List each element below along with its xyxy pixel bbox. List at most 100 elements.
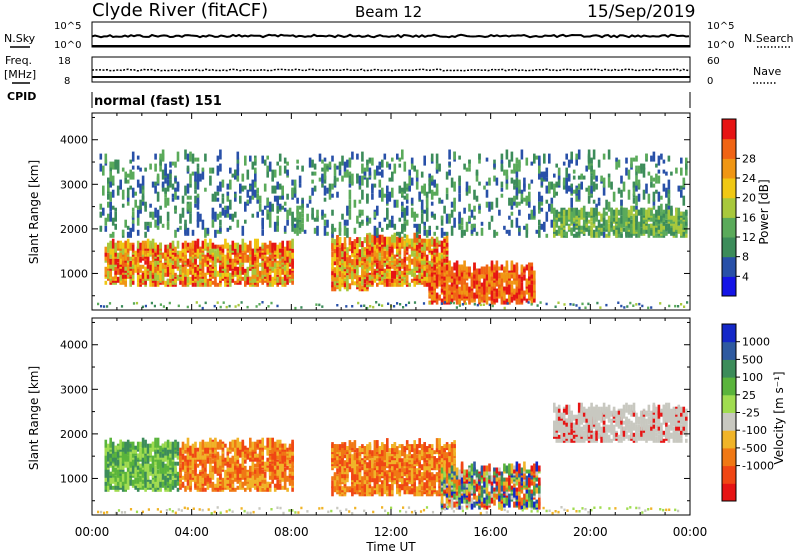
heatmap-cell — [523, 225, 526, 230]
heatmap-cell — [107, 451, 110, 456]
heatmap-cell — [536, 304, 539, 307]
heatmap-cell — [607, 231, 611, 236]
heatmap-cell — [206, 278, 210, 287]
heatmap-cell — [378, 171, 382, 176]
heatmap-cell — [513, 179, 516, 186]
heatmap-cell — [570, 191, 573, 196]
heatmap-cell — [156, 225, 160, 230]
heatmap-cell — [665, 231, 668, 236]
heatmap-cell — [209, 449, 212, 454]
heatmap-cell — [283, 225, 287, 232]
heatmap-cell — [184, 473, 187, 480]
heatmap-cell — [455, 272, 459, 281]
heatmap-cell — [244, 201, 247, 212]
heatmap-cell — [348, 183, 352, 188]
heatmap-cell — [538, 169, 541, 180]
heatmap-cell — [346, 169, 349, 178]
heatmap-cell — [176, 227, 180, 232]
heatmap-cell — [236, 157, 240, 164]
heatmap-cell — [528, 262, 531, 271]
heatmap-cell — [266, 459, 269, 466]
heatmap-cell — [126, 195, 130, 202]
heatmap-cell — [126, 179, 130, 184]
heatmap-cell — [479, 303, 482, 307]
heatmap-cell — [341, 257, 344, 264]
heatmap-cell — [368, 444, 372, 449]
heatmap-cell — [495, 197, 499, 208]
heatmap-cell — [196, 280, 200, 287]
heatmap-cell — [184, 485, 187, 492]
heatmap-cell — [273, 195, 277, 202]
heatmap-cell — [266, 264, 269, 269]
station-title: Clyde River (fitACF) — [92, 0, 268, 21]
heatmap-cell — [500, 294, 504, 301]
heatmap-cell — [353, 488, 357, 493]
heatmap-cell — [268, 274, 272, 279]
heatmap-cell — [271, 276, 274, 287]
heatmap-cell — [139, 477, 142, 488]
heatmap-cell — [124, 177, 127, 184]
heatmap-cell — [655, 163, 658, 168]
heatmap-cell — [460, 272, 464, 277]
heatmap-cell — [533, 270, 536, 275]
heatmap-cell — [562, 161, 566, 166]
heatmap-cell — [191, 171, 195, 176]
heatmap-cell — [286, 219, 289, 226]
heatmap-cell — [672, 221, 676, 226]
heatmap-cell — [440, 227, 444, 238]
heatmap-cell — [281, 485, 284, 490]
heatmap-cell — [590, 175, 593, 186]
heatmap-cell — [311, 159, 314, 168]
heatmap-cell — [99, 163, 103, 172]
heatmap-cell — [617, 159, 621, 168]
heatmap-cell — [348, 283, 352, 290]
heatmap-cell — [331, 257, 334, 266]
heatmap-cell — [368, 458, 372, 469]
heatmap-cell — [440, 302, 443, 305]
heatmap-cell — [513, 288, 516, 295]
heatmap-cell — [635, 165, 638, 172]
heatmap-cell — [291, 179, 294, 186]
heatmap-cell — [211, 260, 215, 267]
heatmap-cell — [483, 276, 486, 283]
heatmap-cell — [300, 306, 303, 309]
heatmap-cell — [343, 454, 347, 459]
heatmap-cell — [323, 163, 327, 170]
heatmap-cell — [440, 199, 444, 204]
heatmap-cell — [169, 278, 172, 283]
heatmap-cell — [114, 467, 117, 476]
heatmap-cell — [166, 173, 170, 180]
heatmap-cell — [100, 305, 103, 308]
heatmap-cell — [357, 301, 360, 305]
heatmap-cell — [169, 161, 172, 168]
heatmap-cell — [169, 473, 172, 480]
heatmap-cell — [166, 223, 170, 230]
heatmap-cell — [221, 254, 225, 263]
heatmap-cell — [468, 185, 471, 194]
heatmap-cell — [134, 449, 137, 454]
heatmap-cell — [343, 251, 347, 260]
heatmap-cell — [159, 457, 162, 464]
heatmap-cell — [650, 306, 653, 309]
heatmap-cell — [186, 276, 190, 283]
heatmap-cell — [288, 467, 292, 472]
heatmap-cell — [510, 260, 514, 271]
heatmap-cell — [169, 274, 172, 279]
heatmap-cell — [555, 191, 558, 196]
heatmap-cell — [448, 169, 451, 176]
heatmap-cell — [371, 486, 374, 495]
heatmap-cell — [136, 179, 140, 188]
heatmap-cell — [577, 231, 581, 236]
heatmap-cell — [445, 252, 449, 257]
heatmap-cell — [326, 165, 329, 170]
heatmap-cell — [214, 483, 217, 488]
heatmap-cell — [266, 457, 269, 462]
heatmap-cell — [356, 245, 359, 254]
heatmap-cell — [270, 301, 273, 305]
heatmap-cell — [229, 457, 232, 464]
heatmap-cell — [346, 253, 349, 258]
heatmap-cell — [391, 157, 394, 162]
heatmap-cell — [216, 463, 220, 474]
heatmap-cell — [391, 215, 394, 220]
heatmap-cell — [266, 209, 269, 214]
